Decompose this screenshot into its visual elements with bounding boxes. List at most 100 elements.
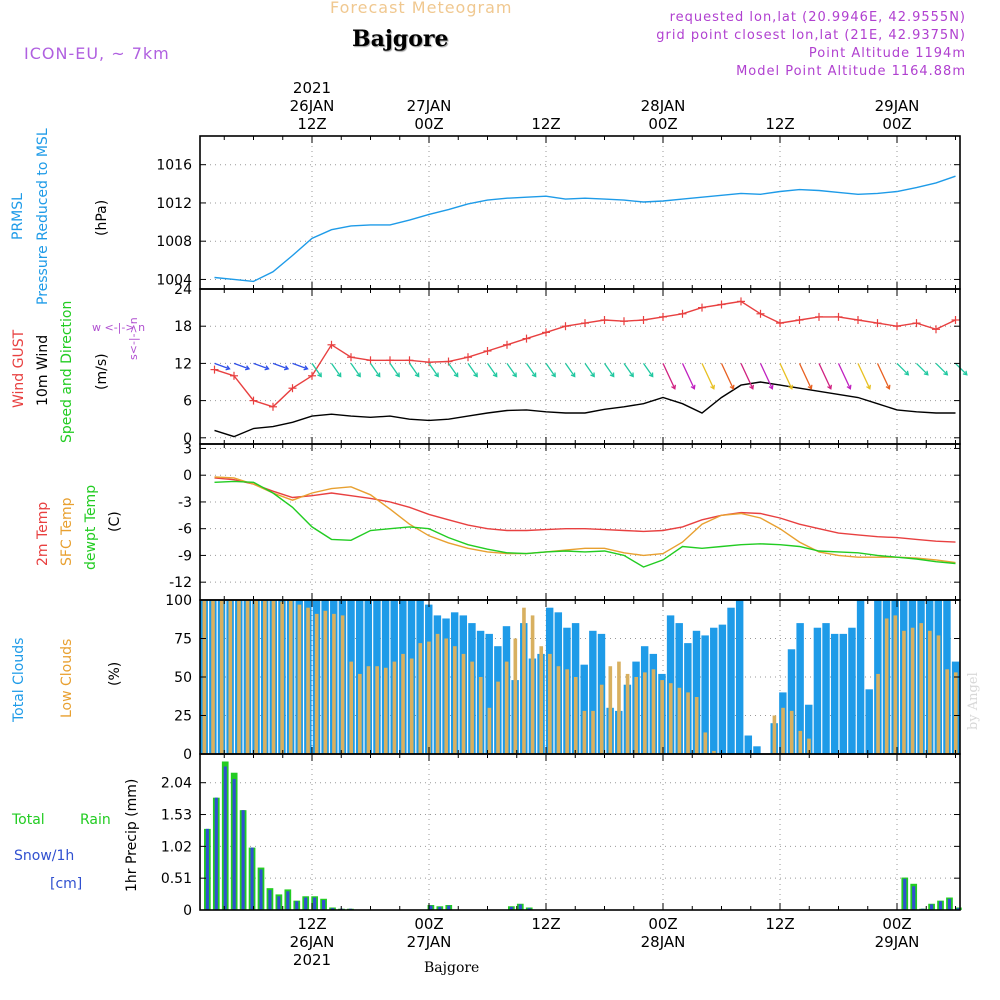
total-cloud-bar bbox=[830, 633, 839, 754]
total-cloud-bar bbox=[787, 649, 796, 754]
top-time-label: 00Z bbox=[882, 115, 911, 133]
ytick-label-precip: 2.04 bbox=[161, 776, 192, 792]
temp-dewpt-label: dewpt Temp bbox=[83, 485, 99, 570]
ytick-label-clouds: 100 bbox=[165, 593, 192, 609]
top-time-label: 12Z bbox=[297, 115, 326, 133]
point-altitude: Point Altitude 1194m bbox=[808, 46, 966, 61]
ytick-label-clouds: 0 bbox=[183, 747, 192, 763]
low-cloud-bar bbox=[928, 630, 932, 754]
total-cloud-bar bbox=[718, 624, 727, 754]
low-cloud-bar bbox=[470, 661, 474, 754]
ytick-label-temperature: -12 bbox=[169, 575, 192, 591]
temperature-axis-labels: 2m Temp SFC Temp dewpt Temp (C) bbox=[35, 485, 123, 570]
snow-bar bbox=[232, 778, 236, 910]
ytick-label-wind: 24 bbox=[174, 282, 192, 298]
wind-direction-arrowhead bbox=[807, 384, 813, 390]
pressure-panel-frame bbox=[199, 135, 961, 290]
low-cloud-bar bbox=[392, 661, 397, 754]
precip-axis-labels: Total Rain Snow/1h [cm] 1hr Precip (mm) bbox=[11, 779, 140, 892]
low-cloud-bar bbox=[884, 618, 889, 754]
low-cloud-bar bbox=[807, 738, 811, 754]
wind-direction-arrowhead bbox=[846, 384, 852, 390]
wind-direction-arrow bbox=[525, 363, 537, 377]
snow-bar bbox=[313, 897, 317, 910]
ytick-label-precip: 1.02 bbox=[161, 839, 192, 855]
ytick-label-temperature: -9 bbox=[178, 548, 192, 564]
low-cloud-bar bbox=[617, 661, 621, 754]
total-cloud-bar bbox=[701, 635, 709, 754]
ytick-label-temperature: 3 bbox=[183, 441, 192, 457]
low-cloud-bar bbox=[936, 635, 941, 754]
wind-direction-arrowhead bbox=[729, 384, 735, 390]
snow-bar bbox=[259, 869, 263, 910]
rain-label: Rain bbox=[80, 812, 111, 828]
bottom-time-label: 12Z bbox=[765, 915, 794, 933]
top-time-label: 00Z bbox=[414, 115, 443, 133]
total-cloud-bar bbox=[796, 623, 804, 754]
top-date-label: 28JAN bbox=[641, 97, 686, 115]
wind-direction-arrowhead bbox=[690, 384, 696, 390]
compass-vertical-label: s<-|->n bbox=[127, 317, 140, 360]
total-cloud-bar bbox=[848, 627, 856, 754]
total-cloud-bar bbox=[692, 630, 701, 754]
low-cloud-bar bbox=[634, 677, 639, 754]
wind-direction-arrow bbox=[818, 363, 832, 390]
ytick-label-precip: 0.51 bbox=[161, 871, 192, 887]
low-cloud-bar bbox=[703, 732, 708, 754]
low-cloud-bar bbox=[349, 661, 354, 754]
snow-bar bbox=[241, 810, 245, 910]
top-year-label: 2021 bbox=[293, 79, 331, 97]
low-cloud-bar bbox=[530, 615, 535, 754]
wind-direction-arrow bbox=[603, 363, 615, 377]
snow-bar bbox=[930, 904, 934, 910]
low-cloud-bar bbox=[461, 653, 466, 754]
low-cloud-bar bbox=[453, 646, 457, 754]
top-date-label: 29JAN bbox=[875, 97, 920, 115]
low-cloud-bar bbox=[219, 600, 224, 754]
ytick-label-temperature: -3 bbox=[178, 495, 192, 511]
bottom-year-label: 2021 bbox=[293, 951, 331, 969]
low-cloud-bar bbox=[953, 672, 958, 754]
wind-direction-arrow bbox=[272, 362, 289, 370]
axis-labels-layer: 100410081012101606121824-12-9-6-30302550… bbox=[156, 79, 919, 969]
total-clouds-label: Total Clouds bbox=[11, 638, 27, 723]
low-cloud-bar bbox=[548, 653, 552, 754]
temp-2m-line bbox=[214, 477, 956, 543]
ytick-label-precip: 1.53 bbox=[161, 808, 192, 824]
wind-direction-arrow bbox=[486, 363, 498, 377]
bottom-date-label: 29JAN bbox=[875, 933, 920, 951]
total-cloud-bar bbox=[805, 704, 813, 754]
top-date-label: 27JAN bbox=[407, 97, 452, 115]
low-cloud-bar bbox=[504, 661, 509, 754]
snow-bar bbox=[330, 908, 335, 910]
model-label: ICON-EU, ~ 7km bbox=[24, 44, 170, 63]
low-cloud-bar bbox=[712, 750, 716, 754]
snow-bar bbox=[947, 898, 952, 910]
wind-10m-label: 10m Wind bbox=[35, 335, 51, 406]
wind-direction-arrowhead bbox=[570, 372, 576, 378]
snow-bar bbox=[286, 891, 290, 910]
low-cloud-bar bbox=[332, 613, 336, 754]
wind-direction-arrow bbox=[935, 362, 948, 376]
low-cloud-bar bbox=[237, 600, 241, 754]
low-cloud-bar bbox=[478, 677, 483, 754]
low-cloud-bar bbox=[323, 610, 328, 754]
ytick-label-clouds: 75 bbox=[174, 632, 192, 648]
wind-speed-direction-label: Speed and Direction bbox=[59, 301, 75, 443]
low-cloud-bar bbox=[245, 600, 250, 754]
wind-direction-arrowhead bbox=[671, 384, 676, 390]
total-cloud-bar bbox=[865, 689, 873, 754]
snow-bar bbox=[277, 896, 281, 910]
bottom-date-label: 28JAN bbox=[641, 933, 686, 951]
low-cloud-bar bbox=[306, 607, 310, 754]
total-cloud-bar bbox=[813, 627, 822, 754]
temp-sfc-label: SFC Temp bbox=[59, 497, 75, 566]
ytick-label-pressure: 1016 bbox=[156, 158, 192, 174]
wind-direction-arrowhead bbox=[244, 365, 251, 371]
low-cloud-bar bbox=[910, 627, 915, 754]
wind-direction-arrowhead bbox=[866, 384, 871, 390]
snow-bar bbox=[903, 878, 907, 910]
wind-direction-arrow bbox=[428, 363, 439, 377]
wind-direction-arrowhead bbox=[768, 384, 774, 390]
snow-bar bbox=[223, 766, 227, 910]
